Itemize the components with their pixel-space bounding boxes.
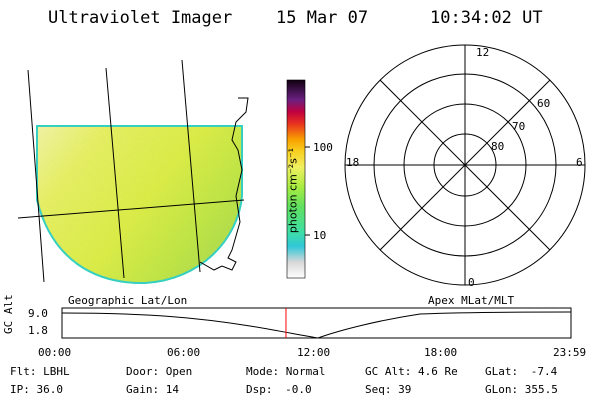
- info-ip: IP: 36.0: [10, 383, 63, 396]
- instrument-title: Ultraviolet Imager: [48, 8, 233, 28]
- timeline-y-axis-label: GC Alt: [2, 294, 15, 334]
- timeline-xtick-0: 00:00: [38, 346, 72, 359]
- info-seq: Seq: 39: [365, 383, 412, 396]
- timeline-left-title: Geographic Lat/Lon: [68, 294, 188, 307]
- coastline: [199, 97, 249, 271]
- info-dsp: Dsp: -0.0: [246, 383, 312, 396]
- info-mode: Mode: Normal: [246, 365, 326, 378]
- timeline-xtick-1: 06:00: [167, 346, 201, 359]
- info-glat: GLat: -7.4: [485, 365, 558, 378]
- timeline-ytick-bottom: 1.8: [28, 324, 48, 337]
- mlt-label-6: 6: [576, 156, 583, 169]
- mlt-label-12: 12: [476, 46, 490, 59]
- mlt-label-0: 0: [468, 276, 475, 289]
- timeline-xtick-4: 23:59: [553, 346, 587, 359]
- altitude-curve: [61, 311, 572, 339]
- auroral-image: [36, 125, 243, 285]
- time-label: 10:34:02 UT: [430, 8, 543, 28]
- colorbar-tick-10: 10: [313, 229, 327, 242]
- timeline-right-title: Apex MLat/MLT: [428, 294, 515, 307]
- colorbar-unit-label: photon cm⁻²s⁻¹: [286, 147, 300, 234]
- info-gain: Gain: 14: [126, 383, 179, 396]
- timeline-xtick-2: 12:00: [297, 346, 331, 359]
- timeline-ytick-top: 9.0: [28, 307, 48, 320]
- colorbar-tick-100: 100: [313, 141, 333, 154]
- geo-grid-lines: [17, 59, 245, 283]
- info-gc-alt: GC Alt: 4.6 Re: [365, 365, 458, 378]
- timeline-xtick-3: 18:00: [424, 346, 458, 359]
- lat-label-80: 80: [491, 140, 505, 153]
- date-label: 15 Mar 07: [276, 8, 369, 28]
- info-door: Door: Open: [126, 365, 193, 378]
- info-flt: Flt: LBHL: [10, 365, 70, 378]
- lat-label-60: 60: [537, 97, 551, 110]
- mlt-label-18: 18: [346, 156, 360, 169]
- lat-label-70: 70: [512, 120, 526, 133]
- info-glon: GLon: 355.5: [485, 383, 558, 396]
